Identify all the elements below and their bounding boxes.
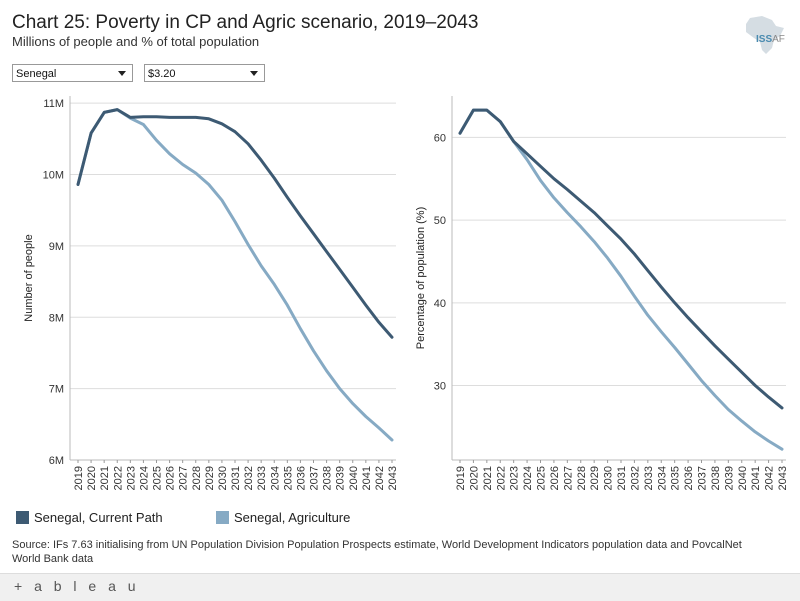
- country-dropdown[interactable]: Senegal: [12, 64, 133, 82]
- x-tick-label: 2025: [536, 466, 548, 490]
- tableau-brand[interactable]: + a b l e a u: [14, 578, 140, 594]
- x-tick-label: 2019: [73, 466, 85, 490]
- y-tick-label: 40: [434, 298, 446, 310]
- x-tick-label: 2029: [204, 466, 216, 490]
- x-tick-label: 2021: [99, 466, 111, 490]
- x-tick-label: 2036: [683, 466, 695, 490]
- chart-subtitle: Millions of people and % of total popula…: [12, 34, 260, 49]
- legend-label-current-path: Senegal, Current Path: [34, 510, 163, 525]
- legend-label-agriculture: Senegal, Agriculture: [234, 510, 351, 525]
- x-tick-label: 2035: [282, 466, 294, 490]
- y-tick-label: 11M: [43, 98, 64, 110]
- series-line-agriculture: [458, 108, 784, 451]
- series-line-current-path: [458, 108, 784, 410]
- x-tick-label: 2042: [764, 466, 776, 490]
- x-tick-label: 2037: [309, 466, 321, 490]
- x-tick-label: 2029: [589, 466, 601, 490]
- x-tick-label: 2028: [576, 466, 588, 490]
- x-tick-label: 2026: [549, 466, 561, 490]
- iss-logo: ISSAF: [756, 34, 785, 45]
- logo-main-text: ISS: [756, 34, 773, 45]
- y-axis-title: Number of people: [23, 234, 35, 321]
- x-tick-label: 2028: [191, 466, 203, 490]
- x-tick-label: 2019: [455, 466, 467, 490]
- y-axis-title: Percentage of population (%): [415, 207, 427, 349]
- legend-swatch-current-path: [16, 511, 29, 524]
- x-tick-label: 2036: [295, 466, 307, 490]
- y-tick-label: 10M: [43, 170, 64, 182]
- x-tick-label: 2034: [269, 466, 281, 490]
- x-tick-label: 2032: [629, 466, 641, 490]
- tableau-logo-text: + a b l e a u: [14, 578, 140, 594]
- x-tick-label: 2040: [348, 466, 360, 490]
- x-tick-label: 2027: [178, 466, 190, 490]
- x-tick-label: 2042: [374, 466, 386, 490]
- threshold-dropdown-value: $3.20: [148, 68, 176, 80]
- y-tick-label: 9M: [49, 241, 64, 253]
- chevron-down-icon: [250, 71, 258, 76]
- x-tick-label: 2031: [616, 466, 628, 490]
- x-tick-label: 2033: [643, 466, 655, 490]
- y-tick-label: 30: [434, 381, 446, 393]
- threshold-dropdown[interactable]: $3.20: [144, 64, 265, 82]
- legend-swatch-agriculture: [216, 511, 229, 524]
- chart-percentage-of-population: 30 40 50 60 2019 2020 2021 2022 2023 2024 2025 2026…: [415, 96, 789, 490]
- x-tick-label: 2022: [112, 466, 124, 490]
- x-tick-label: 2038: [710, 466, 722, 490]
- africa-map-icon: [746, 16, 784, 54]
- x-tick-label: 2023: [125, 466, 137, 490]
- y-tick-label: 50: [434, 215, 446, 227]
- x-tick-label: 2026: [165, 466, 177, 490]
- x-tick-label: 2024: [522, 466, 534, 490]
- x-tick-label: 2035: [670, 466, 682, 490]
- x-tick-label: 2039: [723, 466, 735, 490]
- x-tick-label: 2032: [243, 466, 255, 490]
- logo-sub-text: AF: [772, 34, 785, 45]
- x-tick-label: 2037: [697, 466, 709, 490]
- x-tick-label: 2040: [737, 466, 749, 490]
- x-tick-label: 2034: [656, 466, 668, 490]
- x-tick-label: 2038: [322, 466, 334, 490]
- y-tick-label: 6M: [49, 455, 64, 467]
- y-tick-label: 8M: [49, 312, 64, 324]
- x-tick-label: 2022: [495, 466, 507, 490]
- x-tick-label: 2023: [509, 466, 521, 490]
- x-tick-label: 2021: [482, 466, 494, 490]
- x-tick-label: 2031: [230, 466, 242, 490]
- chart-title: Chart 25: Poverty in CP and Agric scenar…: [12, 12, 479, 33]
- x-tick-label: 2030: [217, 466, 229, 490]
- x-tick-label: 2033: [256, 466, 268, 490]
- x-tick-label: 2039: [335, 466, 347, 490]
- x-tick-label: 2025: [152, 466, 164, 490]
- x-tick-label: 2027: [562, 466, 574, 490]
- x-tick-label: 2043: [387, 466, 399, 490]
- x-tick-label: 2020: [86, 466, 98, 490]
- x-tick-label: 2043: [777, 466, 789, 490]
- x-tick-label: 2030: [603, 466, 615, 490]
- x-tick-label: 2020: [468, 466, 480, 490]
- x-tick-label: 2024: [138, 466, 150, 490]
- y-tick-label: 60: [434, 132, 446, 144]
- series-line-current-path: [76, 108, 394, 339]
- source-note: Source: IFs 7.63 initialising from UN Po…: [12, 539, 742, 562]
- tableau-footer: + a b l e a u: [0, 573, 800, 601]
- chevron-down-icon: [118, 71, 126, 76]
- y-tick-label: 7M: [49, 384, 64, 396]
- country-dropdown-value: Senegal: [16, 68, 57, 80]
- x-tick-label: 2041: [361, 466, 373, 490]
- x-tick-label: 2041: [750, 466, 762, 490]
